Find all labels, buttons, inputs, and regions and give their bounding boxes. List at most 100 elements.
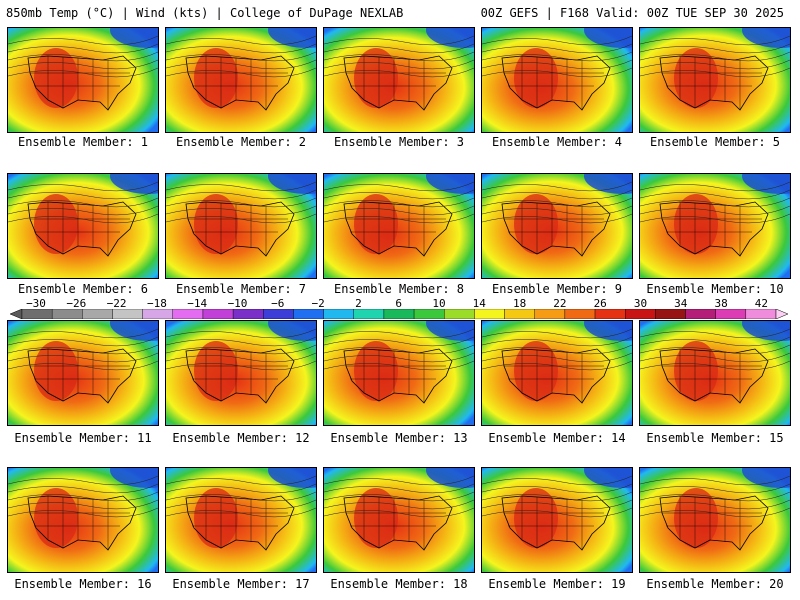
country-outline xyxy=(27,348,137,404)
ensemble-member-label: Ensemble Member: 20 xyxy=(646,577,784,591)
height-contour xyxy=(8,51,158,62)
country-outline xyxy=(501,495,611,551)
colorbar-cell xyxy=(293,309,324,319)
height-contour xyxy=(166,483,316,494)
height-contour xyxy=(640,499,790,510)
state-lines xyxy=(346,496,446,550)
height-contour xyxy=(8,181,158,192)
height-contour xyxy=(640,205,790,216)
height-contour xyxy=(8,189,158,200)
country-outline xyxy=(185,55,295,111)
country-outline xyxy=(343,348,453,404)
ensemble-member-label: Ensemble Member: 4 xyxy=(491,135,623,149)
state-lines xyxy=(662,202,762,256)
colorbar-cell xyxy=(655,309,686,319)
height-contour xyxy=(324,352,474,363)
state-lines xyxy=(30,496,130,550)
ensemble-member-map xyxy=(7,320,159,426)
colorbar-cell xyxy=(504,309,535,319)
colorbar-cell xyxy=(413,309,445,319)
colorbar-cell xyxy=(82,309,113,319)
height-contour xyxy=(324,43,474,54)
height-contour xyxy=(640,352,790,363)
height-contour xyxy=(324,189,474,200)
height-contour xyxy=(482,43,632,54)
colorbar-cell xyxy=(172,309,204,319)
state-lines xyxy=(346,56,446,110)
ensemble-member-map xyxy=(7,27,159,133)
height-contour xyxy=(324,491,474,502)
height-contour xyxy=(482,336,632,347)
colorbar-tick-label: 30 xyxy=(633,297,648,310)
height-contour xyxy=(482,344,632,355)
height-contour xyxy=(166,336,316,347)
height-contour xyxy=(640,483,790,494)
colorbar-tick-label: −2 xyxy=(311,297,325,310)
ensemble-member-map xyxy=(7,467,159,573)
ensemble-member-map xyxy=(481,173,633,279)
height-contour xyxy=(8,43,158,54)
height-contour xyxy=(640,59,790,70)
colorbar-tick-label: 2 xyxy=(355,297,362,310)
country-outline xyxy=(27,495,137,551)
ensemble-member-label: Ensemble Member: 17 xyxy=(172,577,310,591)
colorbar-tick-label: −10 xyxy=(227,297,248,310)
colorbar-cell xyxy=(474,309,505,319)
ensemble-member-label: Ensemble Member: 9 xyxy=(491,282,623,296)
ensemble-member-map xyxy=(481,467,633,573)
ensemble-member-map xyxy=(323,467,475,573)
temperature-colorbar xyxy=(10,309,788,319)
height-contour xyxy=(8,491,158,502)
country-outline xyxy=(501,55,611,111)
colorbar-cell xyxy=(142,309,173,319)
colorbar-cell xyxy=(51,309,83,319)
height-contour xyxy=(324,181,474,192)
colorbar-tick-label: 6 xyxy=(395,297,402,310)
ensemble-member-label: Ensemble Member: 5 xyxy=(649,135,781,149)
state-lines xyxy=(346,202,446,256)
height-contour xyxy=(640,181,790,192)
state-lines xyxy=(504,202,604,256)
colorbar-cell xyxy=(353,309,385,319)
country-outline xyxy=(501,348,611,404)
country-outline xyxy=(185,201,295,257)
header-right-title: 00Z GEFS | F168 Valid: 00Z TUE SEP 30 20… xyxy=(480,6,784,20)
state-lines xyxy=(30,202,130,256)
colorbar-cell xyxy=(685,309,716,319)
colorbar-cell xyxy=(715,309,747,319)
height-contour xyxy=(8,344,158,355)
height-contour xyxy=(166,43,316,54)
height-contour xyxy=(640,213,790,224)
height-contour xyxy=(640,475,790,486)
height-contour xyxy=(8,205,158,216)
ensemble-member-map xyxy=(165,173,317,279)
height-contour xyxy=(640,51,790,62)
height-contour xyxy=(640,491,790,502)
colorbar-cell xyxy=(263,309,294,319)
height-contour xyxy=(482,328,632,339)
height-contour xyxy=(324,35,474,46)
height-contour xyxy=(166,205,316,216)
height-contour xyxy=(166,491,316,502)
colorbar-tick-label: −6 xyxy=(271,297,285,310)
colorbar-tick-label: 42 xyxy=(754,297,769,310)
height-contour xyxy=(482,352,632,363)
colorbar-cell xyxy=(323,309,354,319)
height-contour xyxy=(8,59,158,70)
colorbar-tick-label: 26 xyxy=(593,297,607,310)
height-contour xyxy=(166,189,316,200)
ensemble-member-map xyxy=(323,173,475,279)
height-contour xyxy=(482,181,632,192)
ensemble-member-map xyxy=(7,173,159,279)
height-contour xyxy=(8,336,158,347)
colorbar-tick-label: 38 xyxy=(714,297,728,310)
ensemble-member-map xyxy=(639,467,791,573)
country-outline xyxy=(343,55,453,111)
height-contour xyxy=(640,189,790,200)
ensemble-member-map xyxy=(165,27,317,133)
state-lines xyxy=(346,349,446,403)
colorbar-max-arrow xyxy=(775,309,788,319)
colorbar-tick-label: 14 xyxy=(472,297,486,310)
height-contour xyxy=(324,336,474,347)
ensemble-member-label: Ensemble Member: 15 xyxy=(646,431,784,445)
